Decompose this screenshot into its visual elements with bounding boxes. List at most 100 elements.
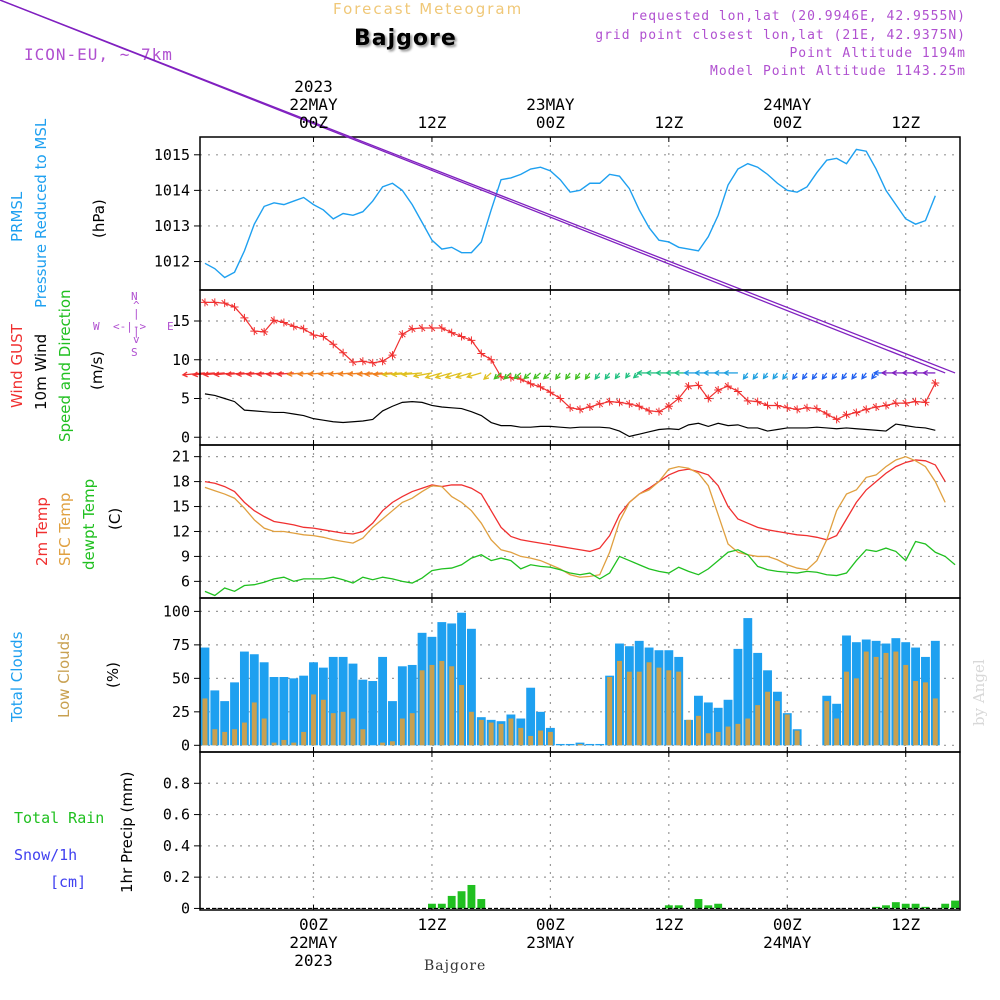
wind-dir-arrowhead — [542, 373, 549, 380]
y-tick-label: 1015 — [154, 146, 190, 164]
total-cloud-bar — [713, 707, 723, 746]
wind-dir-arrow — [267, 372, 284, 376]
rain-bar — [457, 891, 466, 909]
gust-marker — [289, 322, 298, 331]
panel-frame — [199, 136, 961, 291]
gust-marker — [862, 405, 871, 414]
wind-dir-arrow — [203, 372, 225, 376]
wind-dir-arrowhead — [202, 371, 209, 378]
gust-marker — [576, 405, 584, 414]
wind-dir-arrow — [445, 372, 462, 379]
low-cloud-bar — [547, 731, 553, 746]
wind-dir-arrow — [193, 372, 215, 376]
wind-dir-arrowhead — [356, 370, 363, 377]
top-time-label: 2023 — [294, 77, 333, 96]
top-time-label: 12Z — [417, 113, 446, 132]
y-tick-label: 5 — [181, 390, 190, 408]
location-title: Bajgore — [354, 26, 457, 51]
wind-dir-arrow — [543, 372, 551, 380]
compass-west: W — [93, 320, 100, 333]
low-cloud-bar — [824, 701, 830, 746]
y-tick-label: 0.4 — [163, 837, 190, 855]
total-cloud-bar — [269, 677, 279, 746]
low-cloud-bar — [922, 682, 928, 746]
y-tick-label: 15 — [172, 498, 190, 516]
wind-dir-arrowhead — [327, 370, 334, 377]
gust-marker — [299, 324, 308, 333]
wind-dir-arrow — [493, 372, 502, 380]
gust-marker — [891, 399, 900, 408]
wind-dir-arrowhead — [381, 371, 388, 378]
gust-marker — [921, 398, 930, 407]
gust-marker — [467, 336, 476, 345]
y-tick-label: 0 — [181, 428, 190, 446]
wind-dir-arrowhead — [831, 373, 838, 380]
wind-dir-arrow — [237, 372, 255, 376]
low-cloud-bar — [863, 651, 869, 746]
low-cloud-bar — [320, 699, 326, 746]
gust-marker — [398, 330, 407, 339]
wind-dir-arrow — [425, 372, 442, 379]
grid-point-coords: grid point closest lon,lat (21E, 42.9375… — [595, 28, 966, 43]
gust-marker — [773, 401, 782, 410]
wind-dir-arrowhead — [772, 373, 779, 380]
y-tick-label: 100 — [163, 602, 190, 620]
gust-marker — [408, 324, 417, 333]
low-cloud-bar — [893, 651, 899, 746]
low-cloud-bar — [360, 729, 366, 746]
wind-dir-arrow — [357, 372, 373, 375]
total-cloud-bar — [733, 648, 743, 746]
total-cloud-bar — [239, 651, 249, 746]
total-cloud-bar — [200, 647, 210, 746]
wind-dir-arrowhead — [742, 373, 749, 380]
gust-marker — [240, 313, 249, 322]
gust-marker — [585, 403, 594, 412]
low-cloud-bar — [281, 739, 287, 746]
low-cloud-bar — [508, 718, 514, 746]
wind-dir-arrowhead — [364, 371, 371, 378]
gust-marker — [270, 316, 279, 325]
low-cloud-bar — [488, 722, 494, 746]
wind-dir-arrow — [277, 372, 294, 376]
low-cloud-bar — [666, 670, 672, 746]
total-cloud-bar — [526, 687, 536, 746]
wind-dir-arrowhead — [752, 373, 759, 380]
low-cloud-bar — [449, 666, 455, 746]
gust-marker — [872, 403, 881, 412]
total-cloud-bar — [230, 682, 239, 746]
rain-bar — [704, 905, 713, 909]
gust-marker — [536, 382, 545, 391]
gust-marker — [625, 399, 634, 408]
wind-dir-arrowhead — [702, 369, 709, 376]
wind-dir-arrowhead — [811, 373, 818, 381]
wind-dir-arrowhead — [455, 373, 462, 379]
low-cloud-bar — [932, 698, 938, 746]
total-cloud-bar — [585, 743, 595, 746]
gust-marker — [388, 351, 397, 360]
y-tick-label: 0.8 — [163, 774, 190, 792]
gust-marker — [319, 332, 328, 341]
total-cloud-bar — [279, 677, 289, 746]
y-tick-label: 10 — [172, 351, 190, 369]
snow-unit: [cm] — [50, 873, 87, 891]
total-cloud-bar — [388, 701, 397, 746]
gust-marker — [605, 397, 614, 406]
rain-bar — [872, 906, 881, 909]
gust-marker — [418, 323, 427, 332]
top-time-label: 22MAY — [289, 95, 338, 114]
wind-dir-arrowhead — [604, 373, 611, 380]
low-cloud-bar — [202, 698, 208, 746]
gust-marker — [556, 394, 565, 403]
gust-marker — [664, 402, 673, 411]
wind-dir-arrowhead — [513, 373, 520, 380]
pressure-line — [204, 148, 936, 279]
wind-dir-arrowhead — [683, 369, 690, 376]
gust-marker — [348, 358, 357, 367]
gust-marker — [279, 318, 288, 327]
low-cloud-bar — [725, 726, 731, 746]
rain-bar — [428, 903, 436, 909]
wind-dir-arrowhead — [391, 371, 398, 378]
wind-dir-arrow — [483, 372, 492, 380]
rain-bar — [882, 905, 890, 909]
requested-coords: requested lon,lat (20.9946E, 42.9555N) — [630, 9, 966, 24]
